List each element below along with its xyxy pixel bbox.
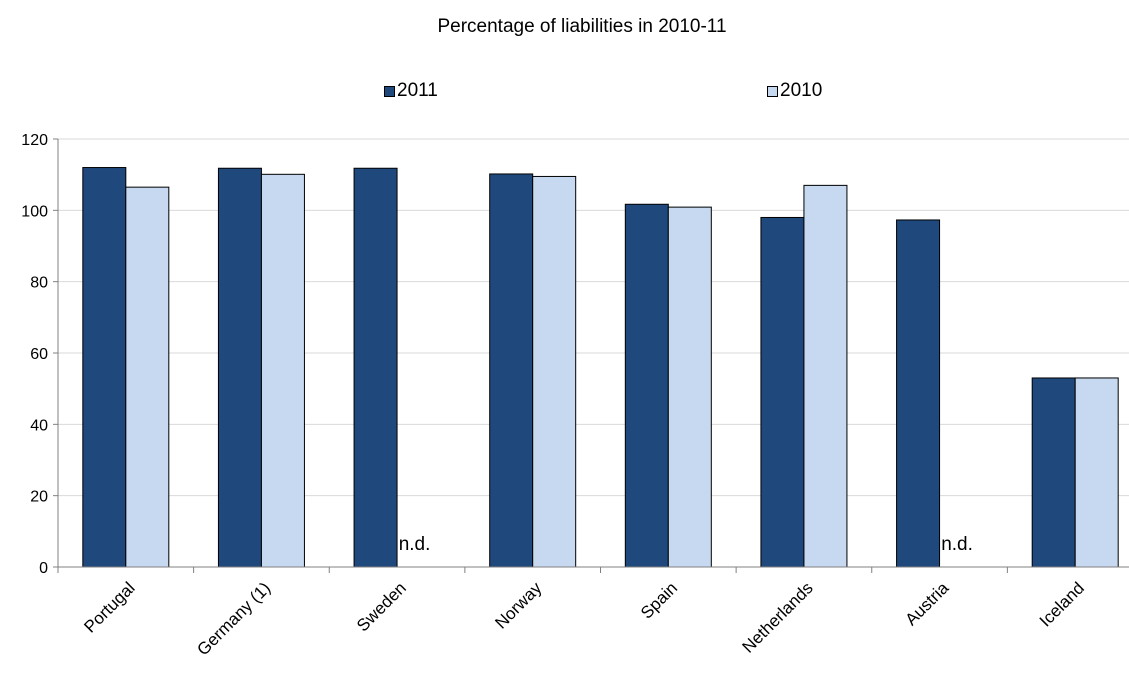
x-tick-label-portugal: Portugal [80, 578, 138, 636]
y-tick-label-80: 80 [30, 275, 48, 292]
chart-legend: 2011 2010 [0, 80, 1129, 102]
y-tick-label-20: 20 [30, 489, 48, 506]
bar-iceland-2010 [1074, 377, 1119, 568]
bar-sweden-2011 [353, 167, 398, 568]
bar-spain-2010 [667, 206, 712, 568]
missing-label-sweden-2010: n.d. [399, 534, 431, 555]
y-tick-label-40: 40 [30, 417, 48, 434]
legend-swatch-2010 [767, 85, 778, 97]
bar-spain-2011 [624, 203, 669, 568]
bar-netherlands-2010 [803, 184, 848, 568]
x-tick-label-norway: Norway [491, 578, 546, 633]
bar-portugal-2010 [125, 186, 170, 568]
legend-label-2011: 2011 [397, 80, 438, 101]
y-tick-label-100: 100 [21, 203, 48, 220]
y-tick-label-120: 120 [21, 132, 48, 149]
x-tick-label-netherlands: Netherlands [739, 578, 817, 656]
x-tick-label-sweden: Sweden [353, 578, 410, 635]
chart-title: Percentage of liabilities in 2010-11 [437, 16, 727, 37]
bar-portugal-2011 [82, 167, 127, 568]
y-tick-label-60: 60 [30, 346, 48, 363]
bar-germany-1-2011 [217, 167, 262, 568]
x-tick-label-austria: Austria [902, 578, 953, 629]
bar-iceland-2011 [1031, 377, 1076, 568]
bar-austria-2011 [896, 219, 941, 568]
bar-netherlands-2011 [760, 216, 805, 568]
x-tick-label-spain: Spain [637, 578, 681, 622]
x-tick-label-iceland: Iceland [1036, 578, 1088, 630]
legend-item-2010: 2010 [767, 80, 822, 102]
bar-norway-2010 [532, 175, 577, 568]
legend-label-2010: 2010 [780, 80, 823, 101]
missing-label-austria-2010: n.d. [941, 534, 973, 555]
legend-item-2011: 2011 [384, 80, 438, 102]
bar-germany-1-2010 [260, 173, 305, 568]
y-tick-label-0: 0 [39, 560, 48, 577]
x-tick-label-germany-1: Germany (1) [193, 578, 274, 659]
bar-norway-2011 [489, 173, 534, 568]
legend-swatch-2011 [384, 85, 395, 97]
